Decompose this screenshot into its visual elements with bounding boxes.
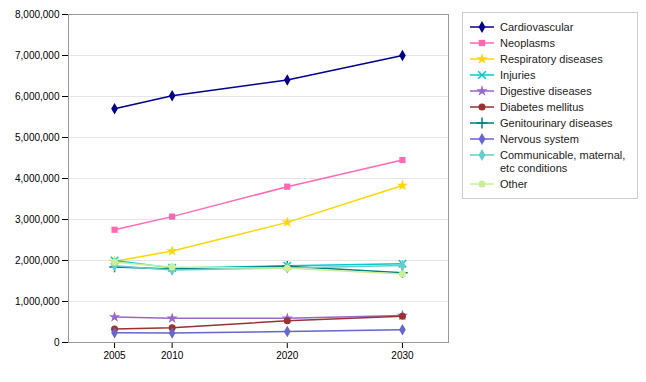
svg-text:2020: 2020 — [276, 350, 299, 361]
svg-text:5,000,000: 5,000,000 — [15, 132, 60, 143]
svg-text:1,000,000: 1,000,000 — [15, 296, 60, 307]
svg-text:0: 0 — [54, 337, 60, 348]
html-text:Digestive diseases: Digestive diseases — [500, 85, 592, 97]
html-text:Injuries: Injuries — [500, 69, 536, 81]
svg-text:6,000,000: 6,000,000 — [15, 91, 60, 102]
html-text:Cardiovascular: Cardiovascular — [500, 21, 574, 33]
svg-text:2,000,000: 2,000,000 — [15, 255, 60, 266]
svg-text:4,000,000: 4,000,000 — [15, 173, 60, 184]
svg-text:2010: 2010 — [161, 350, 184, 361]
html-text:Communicable, maternal, etc co: Communicable, maternal, etc conditions — [500, 149, 626, 174]
html-text:Neoplasms: Neoplasms — [500, 37, 555, 49]
html-text:Diabetes mellitus: Diabetes mellitus — [500, 101, 584, 113]
html-text:Respiratory diseases: Respiratory diseases — [500, 53, 603, 65]
svg-text:8,000,000: 8,000,000 — [15, 9, 60, 20]
svg-text:2005: 2005 — [103, 350, 126, 361]
html-text:Other: Other — [500, 178, 528, 190]
svg-text:2030: 2030 — [391, 350, 414, 361]
html-text:Genitourinary diseases: Genitourinary diseases — [500, 117, 613, 129]
svg-text:7,000,000: 7,000,000 — [15, 50, 60, 61]
svg-text:3,000,000: 3,000,000 — [15, 214, 60, 225]
html-text:Nervous system: Nervous system — [500, 133, 579, 145]
